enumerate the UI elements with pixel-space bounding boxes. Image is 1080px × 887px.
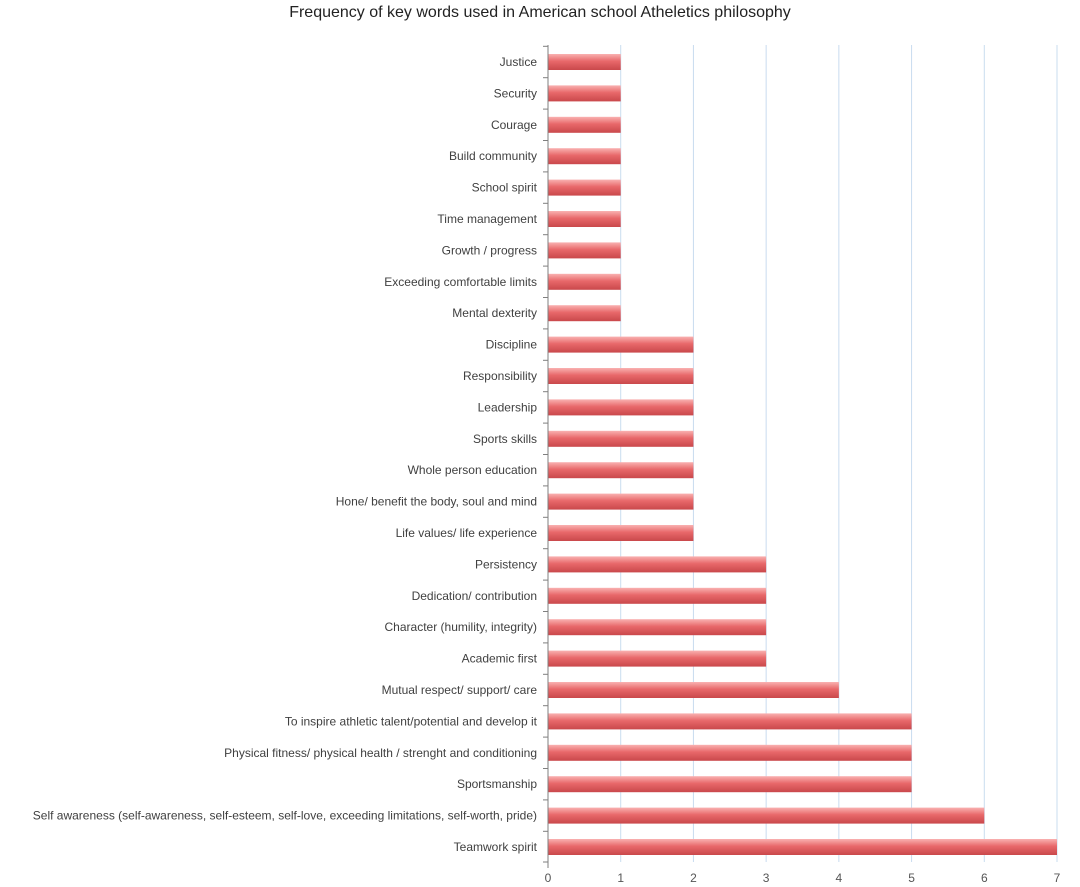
axes — [543, 45, 549, 868]
category-label: Courage — [491, 118, 537, 132]
category-label: School spirit — [472, 181, 538, 195]
bar — [548, 179, 621, 196]
x-tick-label: 6 — [981, 871, 988, 885]
x-tick-label: 2 — [690, 871, 697, 885]
category-label: Leadership — [478, 400, 538, 414]
bar — [548, 525, 694, 541]
bar — [548, 336, 694, 353]
bar — [548, 85, 621, 102]
category-label: Character (humility, integrity) — [385, 620, 537, 634]
bar — [548, 650, 767, 667]
category-label: Dedication/ contribution — [412, 589, 537, 603]
bar — [548, 368, 694, 384]
category-label: Build community — [449, 149, 537, 163]
category-label: Physical fitness/ physical health / stre… — [224, 746, 537, 760]
category-label: Whole person education — [408, 463, 537, 477]
category-label: Persistency — [475, 557, 537, 571]
bar — [548, 54, 621, 70]
bar — [548, 242, 621, 259]
bar — [548, 682, 839, 698]
category-label: Exceeding comfortable limits — [384, 275, 537, 289]
category-label: Sports skills — [473, 432, 537, 446]
bar — [548, 430, 694, 447]
bar — [548, 587, 767, 604]
bar — [548, 148, 621, 165]
x-tick-label: 5 — [908, 871, 915, 885]
chart-title: Frequency of key words used in American … — [289, 4, 791, 21]
x-tick-label: 3 — [763, 871, 770, 885]
bar — [548, 493, 694, 510]
category-label: Responsibility — [463, 369, 537, 383]
bar — [548, 776, 912, 793]
bar — [548, 713, 912, 730]
bar — [548, 462, 694, 479]
bar — [548, 556, 767, 573]
category-label: Hone/ benefit the body, soul and mind — [336, 495, 537, 509]
bar — [548, 619, 767, 636]
category-label: Academic first — [462, 652, 538, 666]
bar — [548, 399, 694, 416]
category-label: Justice — [500, 55, 538, 69]
category-label: Life values/ life experience — [396, 526, 538, 540]
x-tick-labels: 0 1 2 3 4 5 6 7 — [545, 871, 1061, 885]
category-label: To inspire athletic talent/potential and… — [285, 714, 538, 728]
category-labels: Justice Security Courage Build community Sch… — [33, 55, 538, 854]
bar — [548, 839, 1057, 855]
category-label: Teamwork spirit — [454, 840, 538, 854]
bar — [548, 273, 621, 290]
category-label: Mental dexterity — [452, 306, 537, 320]
x-tick-label: 1 — [617, 871, 624, 885]
bar — [548, 807, 985, 824]
category-label: Self awareness (self-awareness, self-est… — [33, 809, 537, 823]
category-label: Discipline — [486, 338, 538, 352]
category-label: Growth / progress — [442, 243, 537, 257]
category-label: Mutual respect/ support/ care — [382, 683, 538, 697]
x-tick-label: 7 — [1054, 871, 1061, 885]
bar — [548, 305, 621, 322]
x-tick-label: 0 — [545, 871, 552, 885]
x-tick-label: 4 — [836, 871, 843, 885]
bars — [548, 54, 1057, 855]
bar — [548, 116, 621, 133]
grid-lines — [620, 45, 1058, 862]
category-label: Time management — [437, 212, 537, 226]
bar — [548, 744, 912, 761]
bar — [548, 211, 621, 227]
category-label: Security — [494, 86, 537, 100]
category-label: Sportsmanship — [457, 777, 537, 791]
